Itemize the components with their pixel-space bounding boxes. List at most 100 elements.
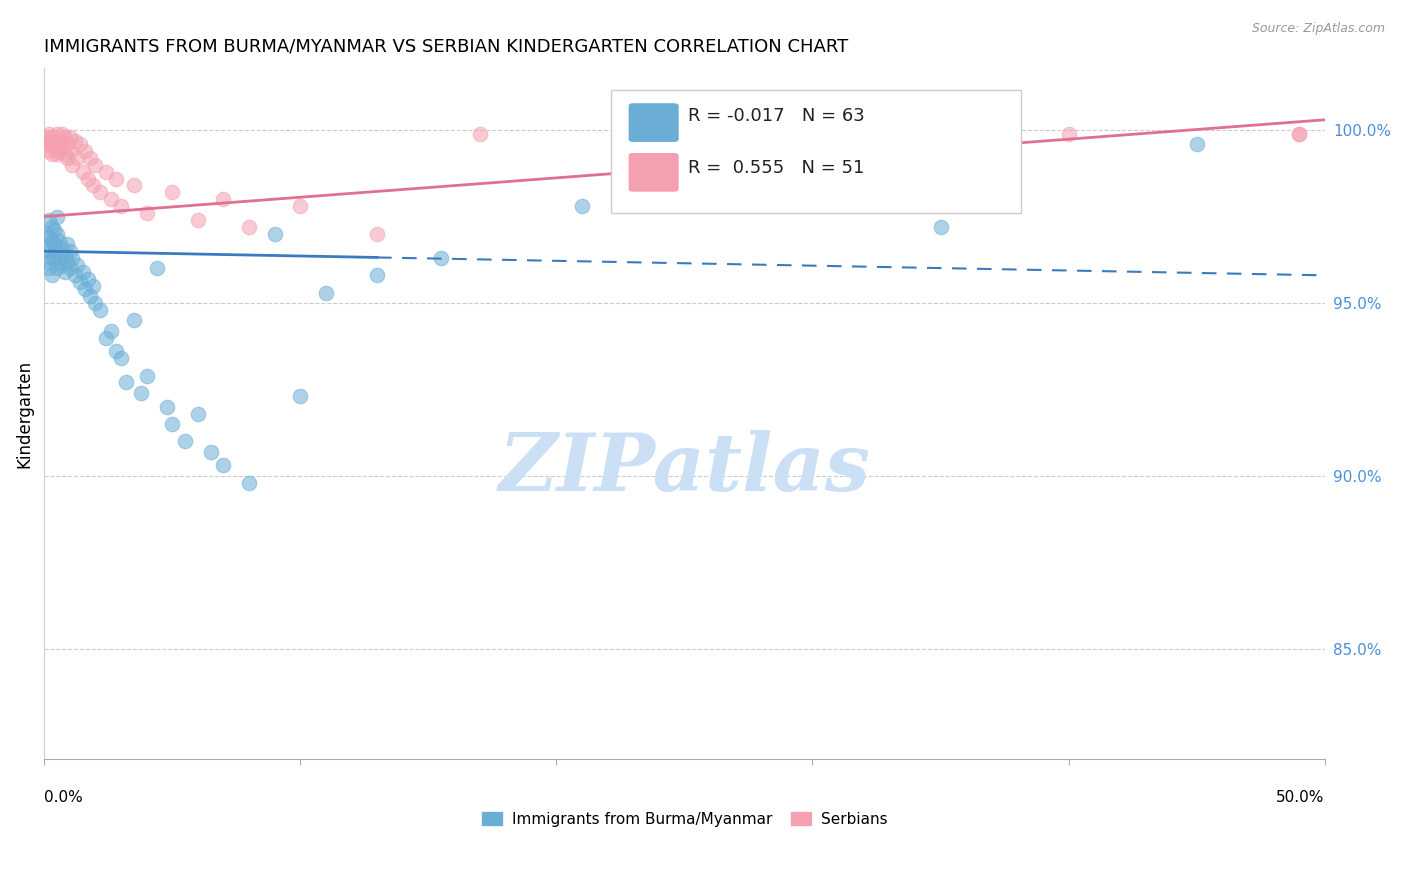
Point <box>51 127 73 141</box>
Point <box>82 278 104 293</box>
Point <box>56 151 79 165</box>
Point <box>238 219 260 234</box>
Point <box>104 171 127 186</box>
Point <box>89 186 111 200</box>
Point <box>135 368 157 383</box>
Point <box>100 324 122 338</box>
Point <box>1185 136 1208 151</box>
Text: R =  0.555   N = 51: R = 0.555 N = 51 <box>688 159 865 178</box>
Point <box>59 261 82 276</box>
Point <box>79 151 101 165</box>
Point <box>45 147 67 161</box>
Point <box>69 136 91 151</box>
Point <box>76 171 98 186</box>
Point <box>48 234 70 248</box>
Point <box>94 330 117 344</box>
Point <box>38 127 60 141</box>
Point <box>51 241 73 255</box>
Point <box>75 282 97 296</box>
Point <box>41 219 63 234</box>
Point <box>38 261 60 276</box>
Point <box>45 210 67 224</box>
Point <box>35 254 58 268</box>
Point <box>89 302 111 317</box>
Point <box>84 158 107 172</box>
Point <box>59 130 82 145</box>
Point <box>53 147 76 161</box>
Point <box>366 227 388 241</box>
Point <box>238 475 260 490</box>
Text: 50.0%: 50.0% <box>1277 789 1324 805</box>
Point <box>66 258 89 272</box>
Point <box>53 130 76 145</box>
Point <box>44 237 66 252</box>
Point <box>156 400 179 414</box>
Point <box>35 130 58 145</box>
FancyBboxPatch shape <box>612 90 1021 213</box>
Y-axis label: Kindergarten: Kindergarten <box>15 359 32 467</box>
Point <box>59 144 82 158</box>
Point <box>41 147 63 161</box>
Point <box>38 144 60 158</box>
Point <box>75 144 97 158</box>
Point <box>51 258 73 272</box>
Point <box>45 127 67 141</box>
Point <box>60 158 83 172</box>
Point <box>1288 127 1310 141</box>
Point <box>44 251 66 265</box>
Point <box>35 136 58 151</box>
Point <box>430 251 453 265</box>
Text: Source: ZipAtlas.com: Source: ZipAtlas.com <box>1251 22 1385 36</box>
Point <box>749 130 772 145</box>
Point <box>290 199 312 213</box>
Point <box>104 344 127 359</box>
Point <box>56 237 79 252</box>
Point <box>41 268 63 283</box>
Legend: Immigrants from Burma/Myanmar, Serbians: Immigrants from Burma/Myanmar, Serbians <box>475 805 894 832</box>
Point <box>187 213 209 227</box>
Point <box>56 254 79 268</box>
Point <box>212 458 235 473</box>
Point <box>45 227 67 241</box>
Point <box>41 234 63 248</box>
Point <box>110 199 132 213</box>
Point <box>63 268 86 283</box>
Point <box>56 136 79 151</box>
Point <box>41 136 63 151</box>
Point <box>76 272 98 286</box>
Point <box>53 247 76 261</box>
Point <box>122 313 145 327</box>
Point <box>571 199 593 213</box>
FancyBboxPatch shape <box>630 153 678 191</box>
Point <box>72 265 94 279</box>
Point <box>468 127 491 141</box>
Point <box>59 244 82 259</box>
Point <box>44 134 66 148</box>
Point <box>1057 127 1080 141</box>
Point <box>41 251 63 265</box>
Point <box>48 134 70 148</box>
Point <box>51 140 73 154</box>
Point <box>160 186 183 200</box>
Point <box>929 219 952 234</box>
Point <box>366 268 388 283</box>
Point <box>122 178 145 193</box>
Point <box>290 389 312 403</box>
Point <box>200 444 222 458</box>
Point <box>82 178 104 193</box>
Point <box>45 261 67 276</box>
Point <box>115 376 138 390</box>
Point <box>160 417 183 431</box>
Point <box>38 134 60 148</box>
Point <box>60 251 83 265</box>
FancyBboxPatch shape <box>630 103 678 141</box>
Point <box>38 213 60 227</box>
Point <box>48 144 70 158</box>
Point <box>84 296 107 310</box>
Point <box>38 230 60 244</box>
Point <box>45 136 67 151</box>
Point <box>263 227 285 241</box>
Text: IMMIGRANTS FROM BURMA/MYANMAR VS SERBIAN KINDERGARTEN CORRELATION CHART: IMMIGRANTS FROM BURMA/MYANMAR VS SERBIAN… <box>44 37 848 55</box>
Point <box>38 244 60 259</box>
Text: R = -0.017   N = 63: R = -0.017 N = 63 <box>688 107 865 126</box>
